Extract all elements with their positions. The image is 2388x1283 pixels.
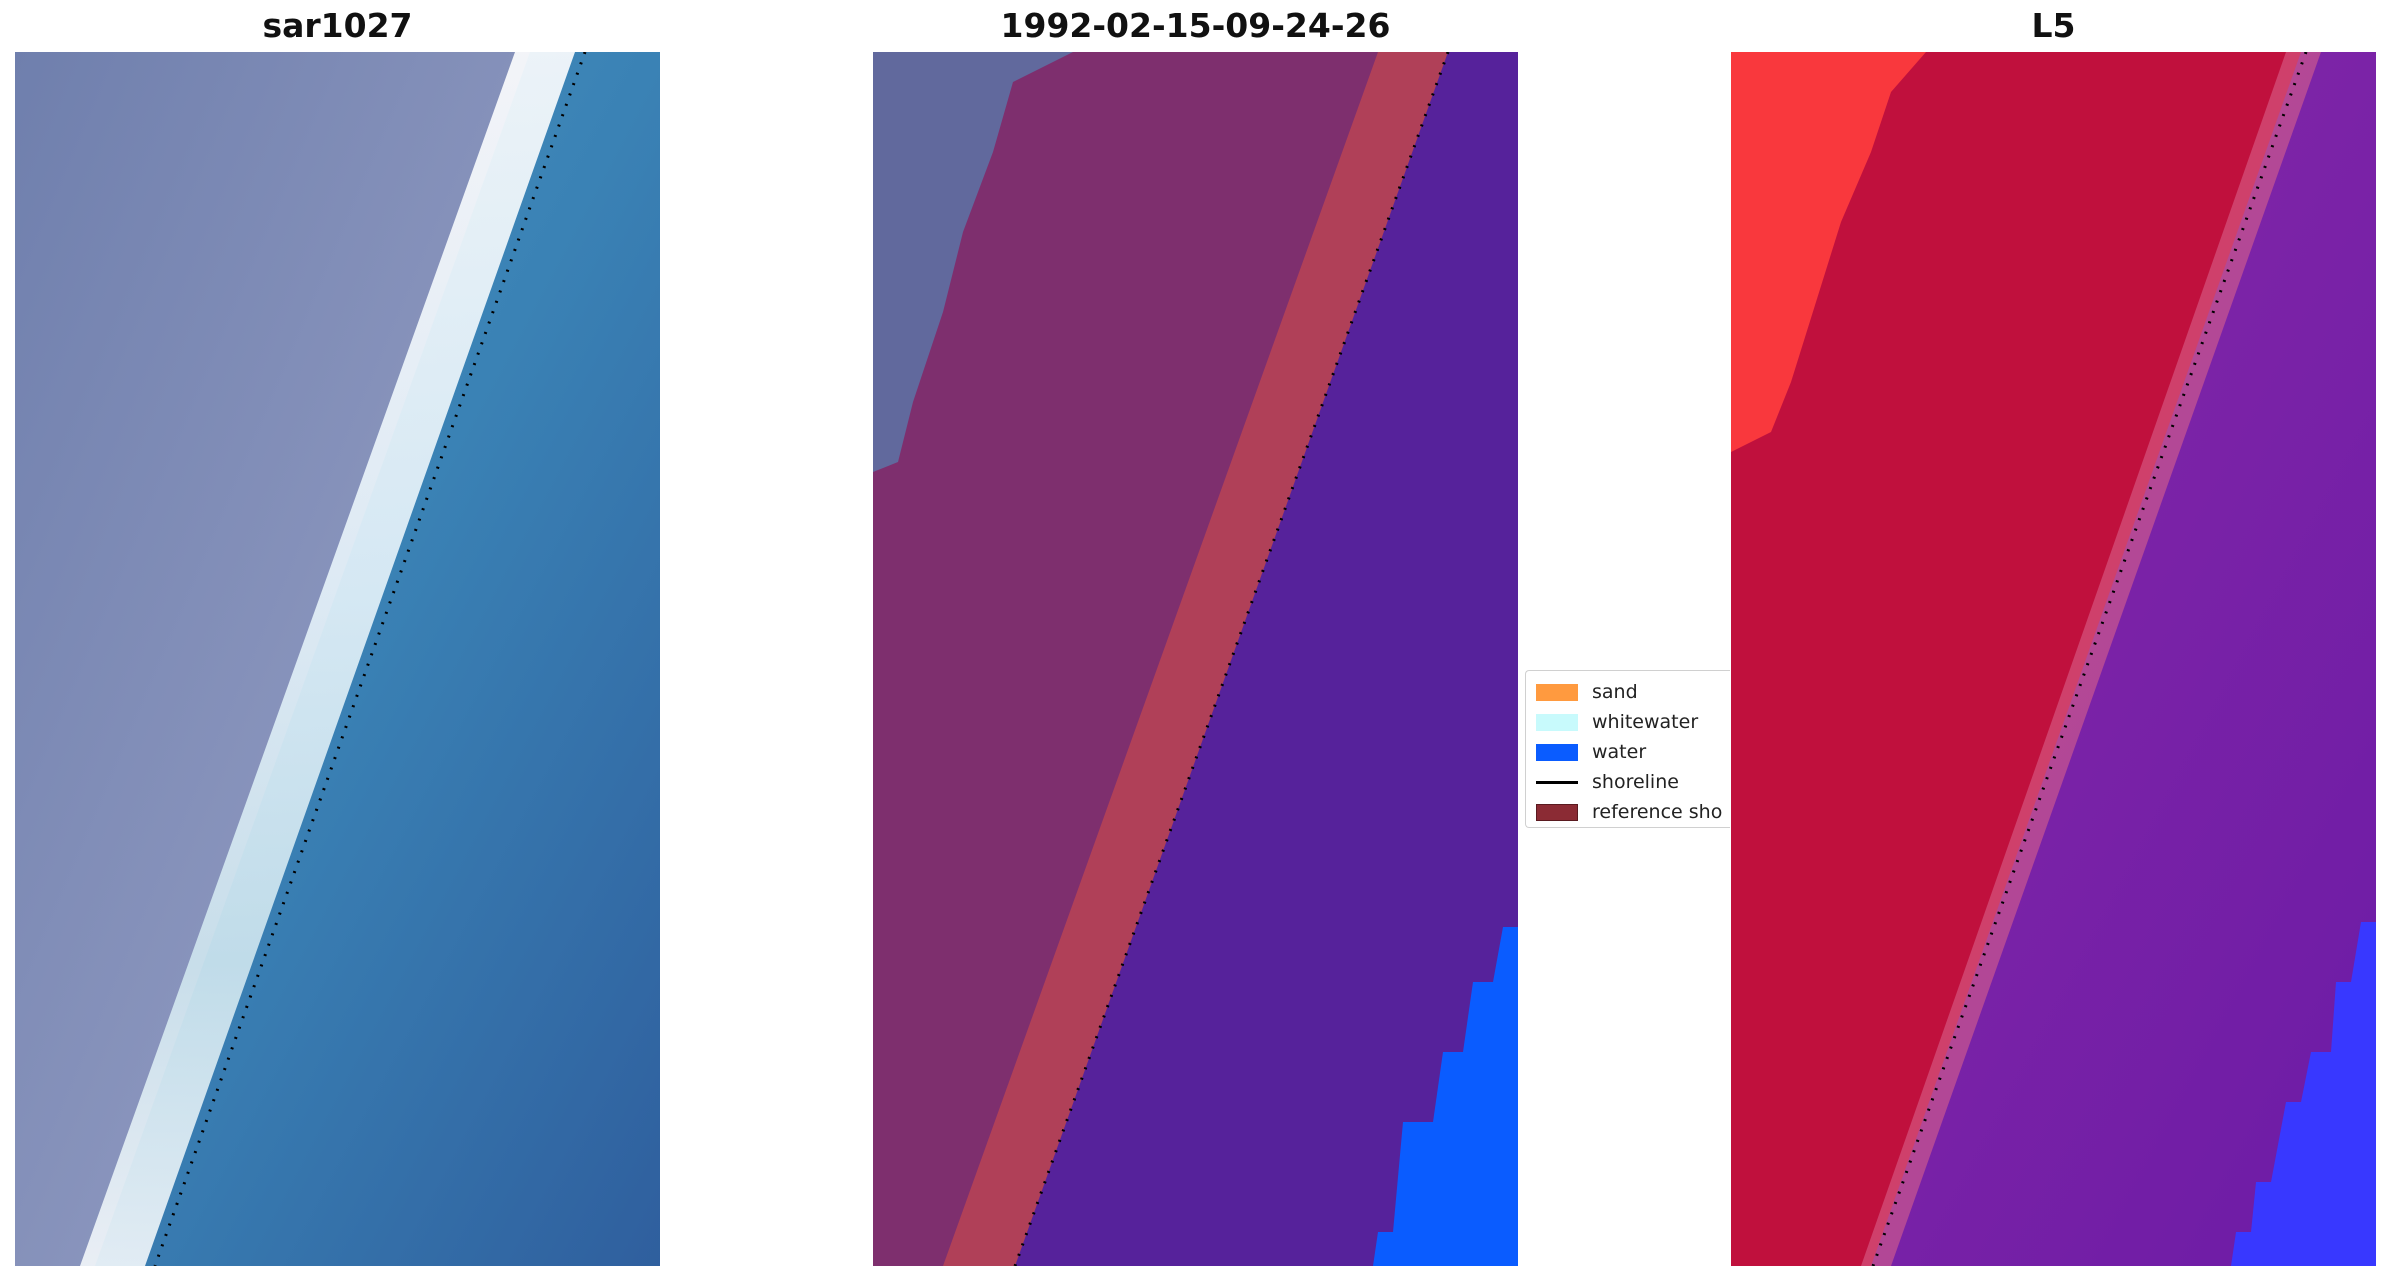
panel-title-classified: 1992-02-15-09-24-26 [1000, 6, 1391, 45]
whitewater-swatch-icon [1536, 713, 1578, 731]
sand-swatch-icon [1536, 683, 1578, 701]
l5-image [1731, 52, 2376, 1266]
panel-title-l5: L5 [2031, 6, 2076, 45]
classified-water-overlay [1015, 52, 1518, 1266]
classified-sar-background-area [873, 52, 1073, 472]
l5-bright-land-area [1731, 52, 1926, 452]
sar-land-area [15, 52, 530, 1266]
classified-water-class [1373, 927, 1518, 1266]
reference-swatch-icon [1536, 803, 1578, 821]
l5-land-area [1731, 52, 2301, 1266]
legend-item-reference: reference sho [1536, 800, 1722, 824]
sar-image-panel [15, 52, 660, 1266]
l5-water-area [2231, 922, 2376, 1266]
classified-reference-band [943, 52, 1453, 1266]
sar-surf-zone [80, 52, 575, 1266]
legend-item-sand: sand [1536, 680, 1638, 704]
legend: sand whitewater water shoreline referenc… [1525, 670, 1730, 828]
l5-image-panel [1731, 52, 2376, 1266]
sar-image [15, 52, 660, 1266]
shoreline-line-icon [1536, 780, 1578, 784]
legend-item-whitewater: whitewater [1536, 710, 1698, 734]
water-swatch-icon [1536, 743, 1578, 761]
classified-image [873, 52, 1518, 1266]
legend-label-shoreline: shoreline [1592, 771, 1679, 793]
legend-item-water: water [1536, 740, 1646, 764]
legend-label-water: water [1592, 741, 1647, 763]
legend-label-whitewater: whitewater [1592, 711, 1699, 733]
legend-label-sand: sand [1592, 681, 1638, 703]
panel-title-sar: sar1027 [262, 6, 413, 45]
legend-item-shoreline: shoreline [1536, 770, 1679, 794]
legend-label-reference: reference sho [1592, 801, 1723, 823]
classified-image-panel [873, 52, 1518, 1266]
l5-transition-band [1861, 52, 2321, 1266]
